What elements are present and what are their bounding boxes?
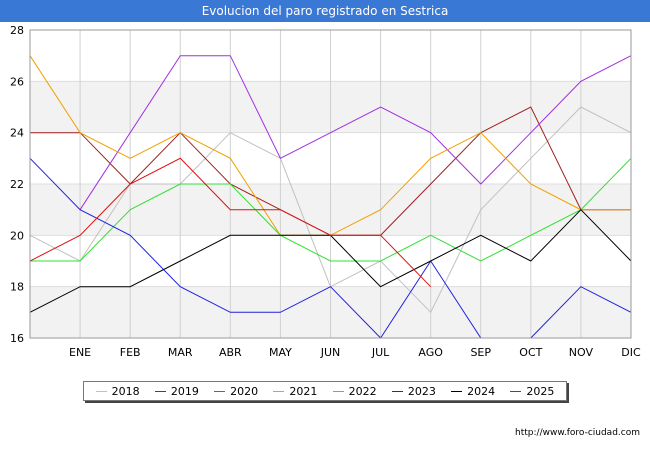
x-tick-label: ABR	[219, 346, 242, 359]
legend-label: 2023	[407, 384, 436, 398]
y-tick-label: 28	[10, 24, 24, 37]
x-tick-label: NOV	[569, 346, 594, 359]
series-line-2022	[30, 157, 631, 262]
legend-swatch	[214, 390, 226, 392]
legend-item-2022: 2022	[332, 384, 377, 398]
legend-item-2024: 2024	[451, 385, 495, 398]
x-tick-label: FEB	[120, 346, 141, 359]
legend-label: 2025	[526, 384, 555, 398]
legend-swatch	[332, 390, 344, 392]
x-tick-label: SEP	[470, 346, 491, 359]
y-tick-label: 16	[10, 332, 24, 345]
legend: 2018 2019 2020 2021 2022 2023 2024 2025	[83, 381, 567, 401]
x-tick-label: AGO	[418, 346, 443, 359]
y-tick-label: 22	[10, 178, 24, 191]
line-chart: 16 18 20 22 24 26 28 ENE FEB MAR ABR MAY JUN JUL AGO S…	[10, 24, 641, 359]
legend-label: 2019	[170, 384, 199, 398]
legend-item-2021: 2021	[273, 385, 317, 398]
series-line-2023	[30, 157, 631, 338]
footer-url: http://www.foro-ciudad.com	[515, 428, 640, 438]
legend-label: 2022	[348, 384, 377, 398]
legend-label: 2020	[230, 384, 259, 398]
y-tick-label: 24	[10, 127, 24, 140]
x-tick-label: DIC	[621, 346, 641, 359]
legend-item-2025: 2025	[510, 385, 554, 398]
legend-swatch	[510, 390, 522, 392]
y-tick-label: 20	[10, 229, 24, 242]
series-line-2025	[30, 157, 432, 288]
legend-label: 2018	[111, 384, 140, 398]
legend-swatch	[95, 390, 107, 392]
legend-swatch	[391, 390, 403, 392]
chart-title: Evolucion del paro registrado en Sestric…	[0, 0, 650, 22]
legend-item-2018: 2018	[95, 384, 140, 398]
x-tick-label: ENE	[69, 346, 91, 359]
x-tick-label: MAY	[269, 346, 292, 359]
legend-swatch	[154, 390, 166, 392]
y-tick-label: 18	[10, 281, 24, 294]
legend-swatch	[273, 390, 285, 392]
legend-label: 2021	[289, 384, 318, 398]
x-tick-label: OCT	[519, 346, 542, 359]
legend-label: 2024	[467, 384, 496, 398]
y-tick-label: 26	[10, 75, 24, 88]
x-tick-label: MAR	[168, 346, 193, 359]
legend-item-2020: 2020	[214, 385, 258, 398]
legend-swatch	[451, 390, 463, 392]
plot-frame	[29, 29, 632, 339]
series-line-2020	[79, 55, 631, 210]
x-tick-label: JUL	[371, 346, 390, 359]
legend-item-2019: 2019	[154, 384, 199, 398]
x-tick-label: JUN	[320, 346, 341, 359]
legend-item-2023: 2023	[391, 384, 436, 398]
